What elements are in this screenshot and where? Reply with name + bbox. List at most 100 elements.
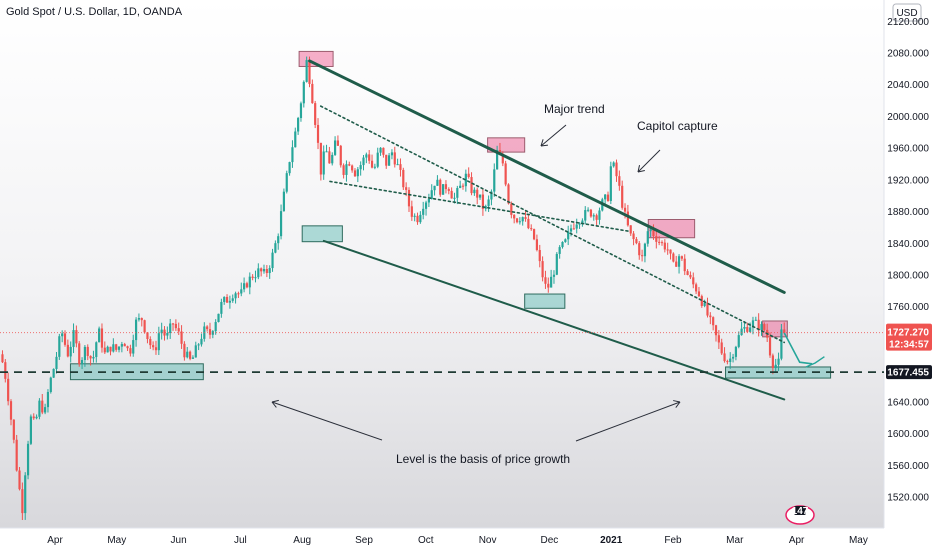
candle-body <box>677 256 681 267</box>
candle-body <box>595 215 598 220</box>
projection-path <box>783 332 813 365</box>
x-tick-label: Oct <box>418 535 434 546</box>
arrow-level-left <box>271 401 383 441</box>
candle-body <box>52 368 55 378</box>
candle-body <box>282 191 286 212</box>
candle-body <box>646 231 649 244</box>
candle-body <box>254 277 257 279</box>
candle-body <box>46 391 50 408</box>
candle-body <box>493 169 496 192</box>
candle-body <box>370 160 374 168</box>
candle-body <box>231 298 234 301</box>
candle-body <box>15 439 18 471</box>
candle-body <box>228 300 231 303</box>
candle-body <box>274 243 277 253</box>
candle-body <box>194 345 197 358</box>
candle-body <box>365 154 368 158</box>
trend-line-dotted-lower <box>329 180 631 233</box>
y-tick-label: 1920.000 <box>887 175 929 186</box>
arrow-major-trend-head <box>540 139 544 147</box>
candle-body <box>771 355 774 369</box>
candle-body <box>754 319 757 321</box>
candle-body <box>61 333 64 337</box>
candle-body <box>211 331 214 335</box>
arrow-capitol-capture-head <box>637 165 641 173</box>
candle-body <box>464 173 467 187</box>
time-axis[interactable]: Apr May Jun Jul Aug Sep Oct Nov Dec 2021 Feb Mar Apr… <box>47 535 868 546</box>
notification-badge[interactable]: 147 <box>785 505 815 525</box>
candle-body <box>12 419 15 440</box>
candle-body <box>243 283 246 290</box>
candle-body <box>237 293 240 295</box>
candle-body <box>473 189 476 194</box>
candle-body <box>450 190 453 199</box>
candle-body <box>749 327 752 332</box>
x-tick-label: Apr <box>789 535 805 546</box>
candle-body <box>331 154 334 164</box>
candle-body <box>743 327 746 329</box>
x-tick-label: Jun <box>171 535 187 546</box>
candle-body <box>92 356 95 359</box>
candle-body <box>345 164 348 175</box>
candle-body <box>393 152 396 165</box>
candle-body <box>376 152 379 167</box>
candle-body <box>763 324 766 330</box>
arrow-capitol-capture <box>637 149 661 173</box>
x-tick-label: May <box>107 535 126 546</box>
x-tick-label: Apr <box>47 535 63 546</box>
candle-body <box>171 323 175 325</box>
candle-body <box>564 239 567 242</box>
candle-body <box>248 276 251 288</box>
arrow-major-trend <box>540 124 567 147</box>
candle-body <box>550 276 553 288</box>
candle-body <box>29 416 32 444</box>
candle-body <box>780 329 783 359</box>
candle-body <box>774 364 777 369</box>
x-tick-label: Mar <box>726 535 744 546</box>
candle-body <box>521 217 524 222</box>
candle-body <box>223 296 226 302</box>
projection-arrowhead <box>805 356 825 368</box>
annotation-level-note: Level is the basis of price growth <box>396 452 570 466</box>
candle-body <box>481 194 485 209</box>
candle-body <box>700 296 703 306</box>
candle-body <box>731 356 735 359</box>
candle-body <box>98 328 101 343</box>
candle-body <box>569 228 573 232</box>
candle-body <box>720 342 723 354</box>
candle-body <box>220 301 223 314</box>
candle-body <box>453 197 456 199</box>
plot-background <box>0 0 884 528</box>
candle-body <box>467 173 470 178</box>
candle-body <box>697 291 701 297</box>
candle-body <box>655 236 658 242</box>
currency-button[interactable]: USD <box>892 3 922 22</box>
candle-body <box>456 188 459 198</box>
candle-body <box>180 331 183 344</box>
candle-body <box>353 170 357 177</box>
candle-body <box>265 269 268 274</box>
badge-count: 147 <box>792 506 809 517</box>
candle-body <box>632 233 635 240</box>
y-tick-label: 1880.000 <box>887 207 929 218</box>
candle-body <box>191 357 195 359</box>
candle-body <box>712 317 715 326</box>
y-tick-label: 1960.000 <box>887 144 929 155</box>
candle-body <box>100 328 104 348</box>
candle-body <box>18 470 21 490</box>
candle-body <box>692 277 695 285</box>
x-tick-label: May <box>849 535 868 546</box>
candle-body <box>703 302 706 306</box>
candle-body <box>206 326 209 330</box>
candle-body <box>490 191 493 200</box>
candle-body <box>66 344 69 357</box>
candle-body <box>325 151 328 153</box>
candle-body <box>342 165 345 175</box>
candle-body <box>396 164 399 166</box>
candle-body <box>32 416 35 419</box>
candle-body <box>478 194 482 198</box>
arrow-level-right-head <box>675 401 681 408</box>
candle-body <box>149 339 152 346</box>
candle-body <box>416 215 419 223</box>
